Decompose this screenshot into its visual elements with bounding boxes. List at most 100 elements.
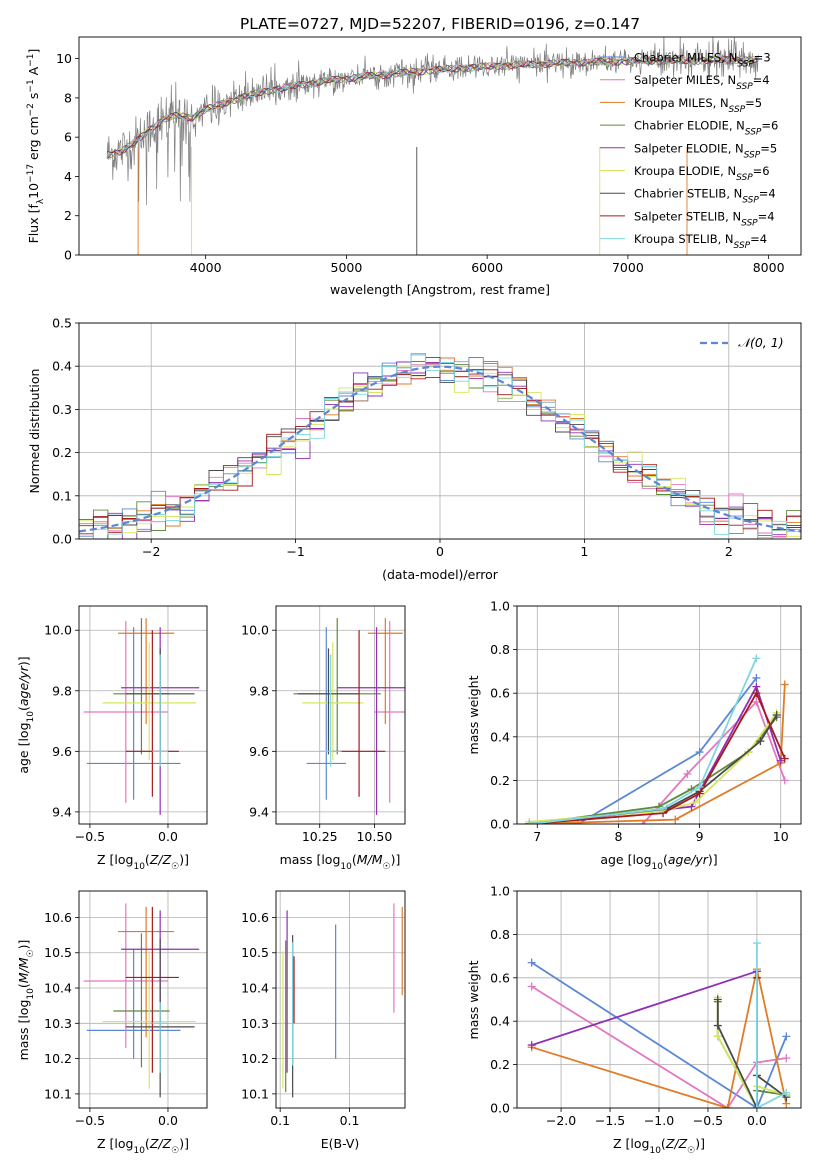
y-tick-label: 10.1: [44, 1086, 72, 1101]
legend-label-kroupa-stelib: Kroupa STELIB, NSSP=4: [634, 232, 767, 251]
axes-frame: [78, 890, 208, 1109]
weight_vs_age-panel: 7 8 9 10 0.0 0.2 0.4 0.6 0.8 1.0 age [log10(age/yr…: [466, 599, 802, 872]
plot-area: [79, 353, 801, 539]
x-axis-label: (data-model)/error: [382, 567, 499, 582]
y-tick-label: 2: [64, 208, 72, 223]
weight-marker-kroupa-miles: [723, 1104, 732, 1108]
weight-marker-kroupa-miles: [780, 680, 789, 689]
weight-marker-kroupa-stelib: [752, 654, 761, 663]
x-tick-label: −1.5: [595, 1113, 625, 1128]
weight-marker-kroupa-stelib: [525, 820, 534, 824]
mass_vs_ebv-panel: 0.1 0.110.110.210.310.410.510.6E(B-V): [241, 890, 406, 1151]
y-tick-label: 10.1: [241, 1086, 269, 1101]
x-tick-label: 7: [533, 829, 541, 844]
weight-marker-salpeter-miles: [752, 697, 761, 706]
axes-frame: [78, 36, 802, 256]
plot-area: [106, 37, 759, 255]
y-tick-label: 1.0: [490, 884, 510, 899]
y-tick-label: 0.6: [490, 970, 510, 985]
weight-marker-kroupa-miles: [671, 815, 680, 824]
y-tick-label: 10.3: [241, 1016, 269, 1031]
residual-panel: −2 −1 0 1 2 0.0 0.1 0.2 0.3 0.4 0.5 (data-model)/er…: [27, 316, 802, 582]
y-tick-label: 0.4: [490, 1014, 510, 1029]
y-tick-label: 0.2: [52, 445, 72, 460]
y-tick-label: 10.4: [241, 981, 269, 996]
weight-marker-salpeter-elodie: [527, 1041, 536, 1050]
weight-line-salpeter-miles: [531, 985, 787, 1108]
y-tick-label: 0: [64, 248, 72, 263]
y-tick-label: 10.5: [44, 945, 72, 960]
y-tick-label: 0.4: [52, 359, 72, 374]
x-tick-label: 0.0: [747, 1113, 767, 1128]
axes-frame: [275, 890, 406, 1109]
y-tick-label: 10.0: [44, 623, 72, 638]
weight-line-kroupa-miles: [529, 684, 786, 824]
plot-area: [527, 939, 791, 1108]
y-tick-label: 10.0: [241, 623, 269, 638]
age_vs_Z-panel: −0.5 0.0 9.4 9.6 9.8 10.0 Z [log10(Z/Z☉)] age […: [16, 605, 208, 872]
y-tick-label: 0.0: [490, 1101, 510, 1116]
weight-marker-chabrier-miles: [752, 673, 761, 682]
weight-marker-chabrier-miles: [782, 1032, 791, 1041]
y-tick-label: 9.4: [249, 804, 269, 819]
legend: Chabrier MILES, NSSP=3 Salpeter MILES, NS…: [600, 51, 778, 251]
y-tick-label: 0.3: [52, 402, 72, 417]
x-tick-label: 7000: [612, 260, 644, 275]
legend-label-salpeter-miles: Salpeter MILES, NSSP=4: [634, 73, 770, 92]
weight-marker-salpeter-stelib: [780, 754, 789, 763]
y-tick-label: 0.2: [490, 1057, 510, 1072]
legend-label-kroupa-miles: Kroupa MILES, NSSP=5: [634, 96, 762, 115]
weight-marker-kroupa-stelib: [695, 782, 704, 791]
weight-line-kroupa-stelib: [756, 943, 787, 1108]
y-tick-label: 10.6: [241, 910, 269, 925]
weight-marker-chabrier-stelib: [756, 737, 765, 746]
y-tick-label: 0.5: [52, 316, 72, 331]
y-tick-label: 9.8: [249, 683, 269, 698]
x-axis-label: Z [log10(Z/Z☉)]: [613, 1136, 705, 1156]
y-tick-label: 0.2: [490, 773, 510, 788]
x-tick-label: 0.1: [270, 1113, 290, 1128]
x-tick-label: 0: [436, 544, 444, 559]
y-tick-label: 9.4: [52, 804, 72, 819]
y-tick-label: 0.8: [490, 927, 510, 942]
weight-marker-kroupa-stelib: [782, 1088, 791, 1097]
y-axis-label: age [log10(age/yr)]: [16, 656, 36, 773]
y-tick-label: 8: [64, 90, 72, 105]
y-tick-label: 0.1: [52, 488, 72, 503]
y-tick-label: 0.6: [490, 686, 510, 701]
y-tick-label: 1.0: [490, 599, 510, 614]
y-tick-label: 0.8: [490, 642, 510, 657]
y-axis-label: Flux [fλ10−17 erg cm−2 s−1 A−1]: [26, 49, 46, 244]
x-tick-label: −2.0: [546, 1113, 576, 1128]
legend-label-kroupa-elodie: Kroupa ELODIE, NSSP=6: [634, 164, 770, 183]
x-tick-label: −0.5: [75, 829, 105, 844]
legend-label-salpeter-elodie: Salpeter ELODIE, NSSP=5: [634, 141, 777, 160]
x-tick-label: 1: [580, 544, 588, 559]
y-tick-label: 10: [56, 51, 72, 66]
y-tick-label: 9.6: [249, 744, 269, 759]
weight-marker-kroupa-elodie: [691, 798, 700, 807]
weight-line-kroupa-stelib: [529, 657, 758, 824]
x-tick-label: 0.0: [158, 1113, 178, 1128]
y-tick-label: 10.6: [44, 910, 72, 925]
axes-frame: [516, 605, 802, 825]
x-tick-label: 0.1: [340, 1113, 360, 1128]
weight-marker-salpeter-miles: [527, 982, 536, 991]
x-tick-label: 2: [725, 544, 733, 559]
weight-marker-chabrier-miles: [695, 748, 704, 757]
weight-marker-salpeter-elodie: [776, 756, 785, 765]
legend-label-chabrier-stelib: Chabrier STELIB, NSSP=4: [634, 187, 776, 206]
x-tick-label: 9: [696, 829, 704, 844]
legend-label-salpeter-stelib: Salpeter STELIB, NSSP=4: [634, 209, 775, 228]
x-tick-label: −0.5: [75, 1113, 105, 1128]
spectrum-panel: 4000 5000 6000 7000 8000 0 2 4 6 8 10 wavelength [A…: [26, 36, 802, 297]
x-axis-label: mass [log10(M/M☉)]: [280, 852, 401, 872]
y-tick-label: 0.4: [490, 729, 510, 744]
weight-marker-salpeter-miles: [780, 776, 789, 785]
y-axis-label: mass [log10(M/M☉)]: [16, 940, 36, 1061]
y-axis-label: Normed distribution: [27, 369, 42, 494]
y-tick-label: 10.5: [241, 945, 269, 960]
weight-marker-chabrier-stelib: [772, 711, 781, 719]
weight-marker-chabrier-stelib: [713, 995, 722, 1004]
